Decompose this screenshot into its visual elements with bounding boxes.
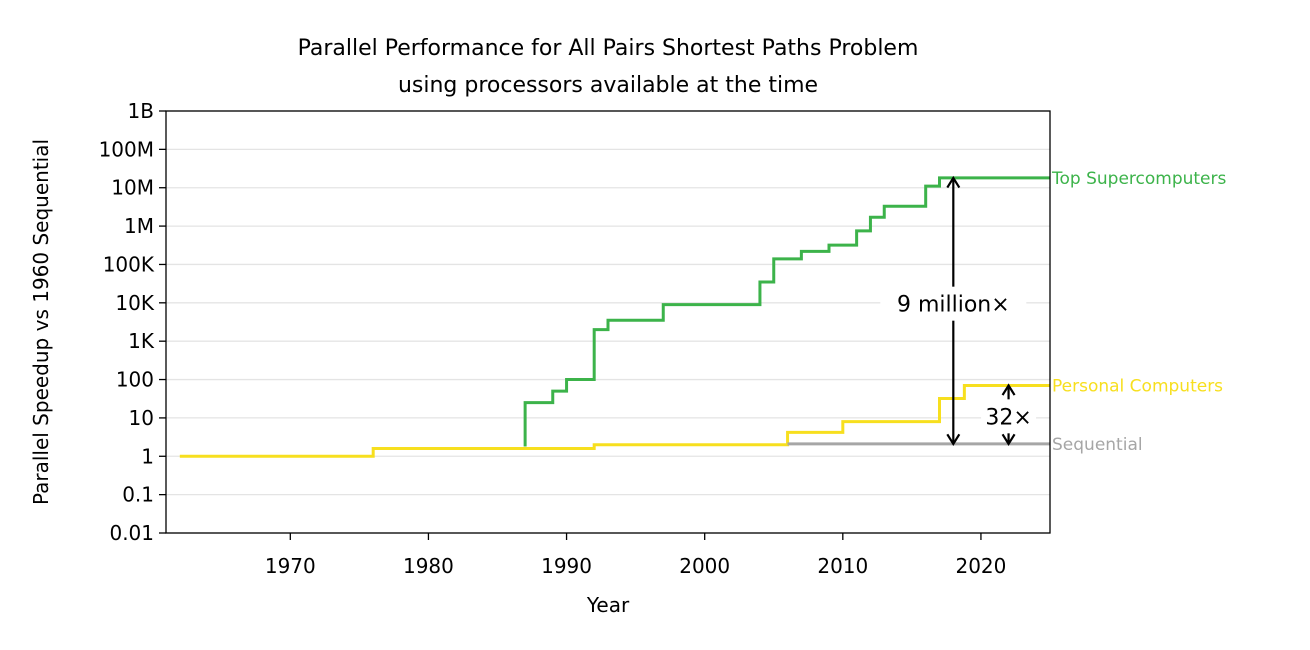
y-tick-label: 100M bbox=[99, 137, 154, 161]
annotation-9-million-arrowhead-top bbox=[946, 175, 961, 189]
y-tick-label: 10K bbox=[115, 291, 154, 315]
series-layer bbox=[179, 176, 1050, 458]
y-axis-label: Parallel Speedup vs 1960 Sequential bbox=[29, 139, 53, 505]
series-label-personal-computers: Personal Computers bbox=[1052, 376, 1223, 396]
y-tick-label: 0.01 bbox=[109, 521, 154, 545]
y-tick-label: 10M bbox=[111, 176, 154, 200]
x-tick-label: 2010 bbox=[817, 554, 868, 578]
label-layer: 0.01 0.1 1 10 100 1K 10K 100K 1M 10M 100M 1B 1970 198… bbox=[99, 99, 1227, 578]
y-tick-label: 1B bbox=[128, 99, 154, 123]
x-tick-label: 1970 bbox=[265, 554, 316, 578]
chart-subtitle: using processors available at the time bbox=[398, 73, 818, 98]
annotation-layer: 9 million× 32× bbox=[880, 175, 1037, 446]
x-tick-label: 1990 bbox=[541, 554, 592, 578]
y-tick-label: 1 bbox=[141, 444, 154, 468]
annotation-9-million-arrowhead-bottom bbox=[946, 433, 961, 446]
series-line-personal-computers bbox=[179, 383, 1050, 458]
series-label-top-supercomputers: Top Supercomputers bbox=[1051, 169, 1227, 189]
series-line-top-supercomputers bbox=[523, 176, 1050, 447]
annotation-32x-label-box bbox=[981, 399, 1037, 434]
annotation-32x-label: 32× bbox=[985, 405, 1031, 430]
annotation-9-million-label-box bbox=[880, 286, 1027, 321]
tick-layer bbox=[159, 110, 982, 540]
y-tick-label: 100 bbox=[116, 368, 154, 392]
x-tick-label: 2000 bbox=[679, 554, 730, 578]
annotation-9-million: 9 million× bbox=[880, 175, 1027, 446]
y-tick-label: 100K bbox=[103, 252, 155, 276]
series-label-sequential: Sequential bbox=[1052, 435, 1143, 455]
x-axis-label: Year bbox=[586, 593, 630, 617]
annotation-9-million-label: 9 million× bbox=[897, 293, 1010, 318]
annotation-32x-arrowhead-top bbox=[1001, 383, 1016, 396]
x-tick-label: 2020 bbox=[955, 554, 1006, 578]
y-tick-label: 10 bbox=[129, 406, 154, 430]
annotation-32x-arrowhead-bottom bbox=[1001, 433, 1016, 446]
y-tick-label: 0.1 bbox=[122, 483, 154, 507]
y-tick-label: 1M bbox=[124, 214, 154, 238]
annotation-32x: 32× bbox=[981, 383, 1037, 446]
plot-frame bbox=[165, 110, 1051, 534]
y-tick-label: 1K bbox=[128, 329, 155, 353]
chart-title: Parallel Performance for All Pairs Short… bbox=[298, 36, 919, 61]
x-tick-label: 1980 bbox=[403, 554, 454, 578]
